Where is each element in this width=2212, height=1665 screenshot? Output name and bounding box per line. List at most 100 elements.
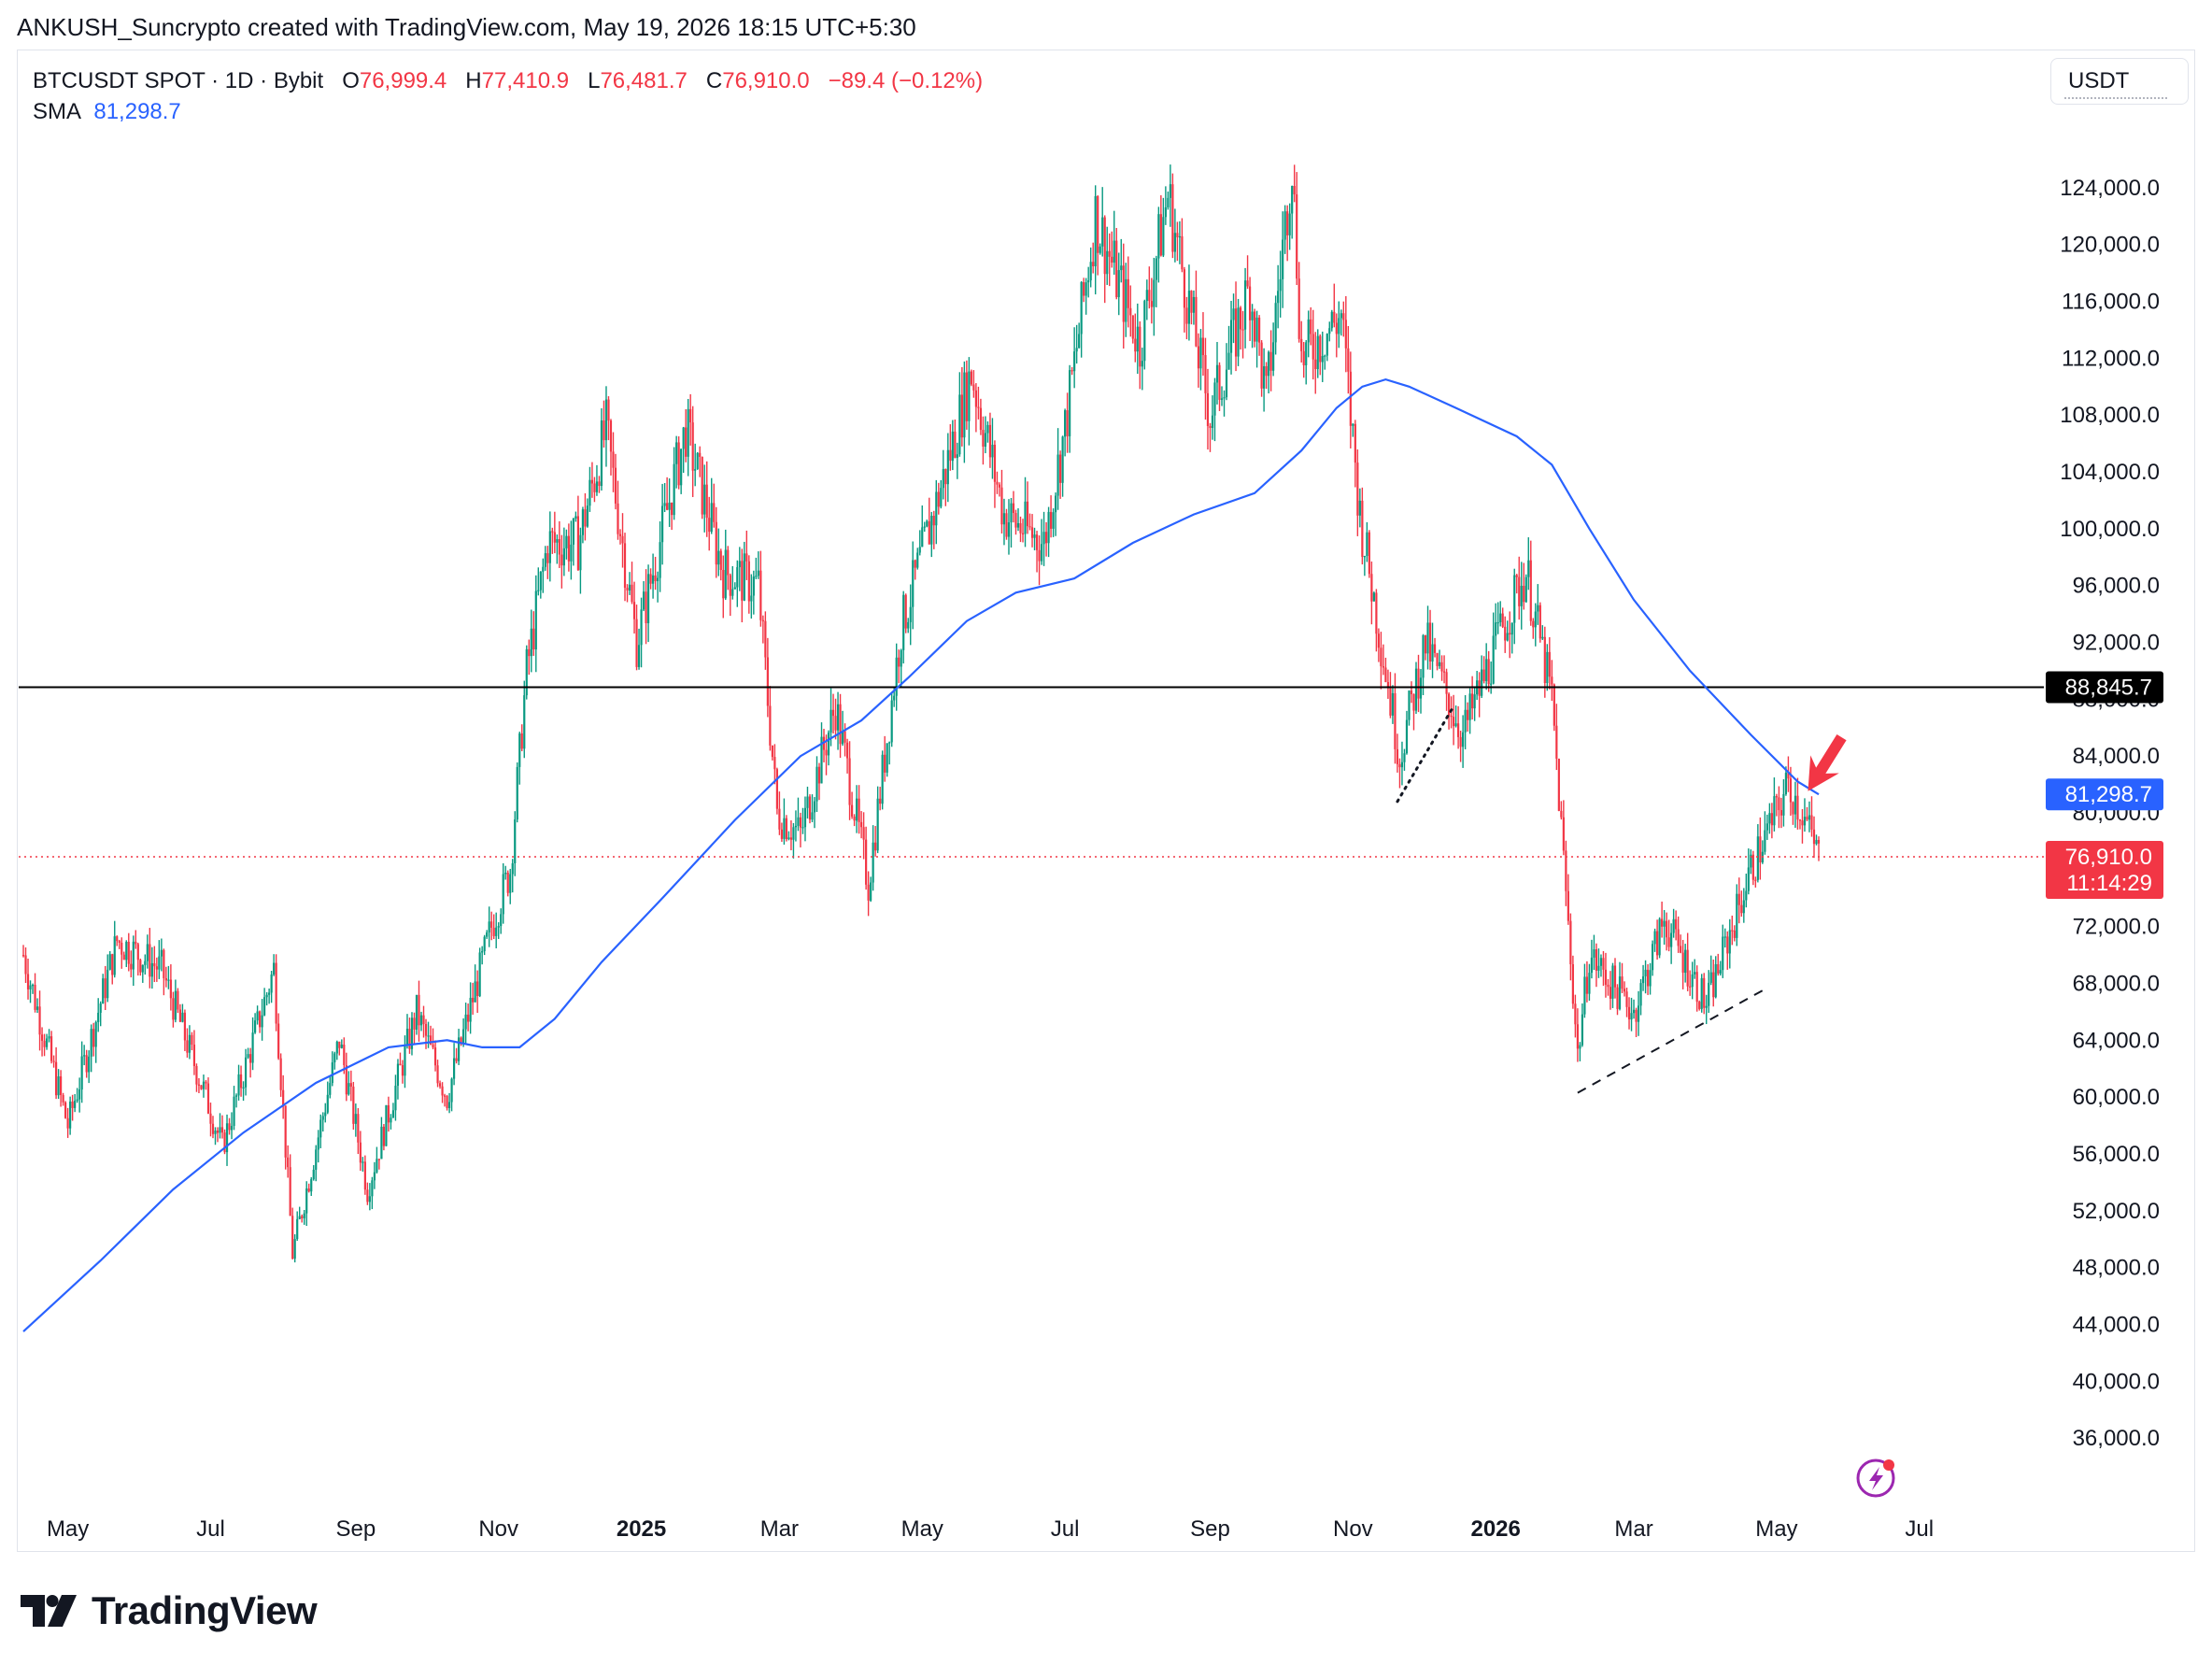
candle-body — [174, 990, 177, 1020]
candle-body — [1372, 592, 1375, 602]
candle-body — [205, 1081, 207, 1084]
candle-body — [338, 1041, 341, 1048]
candle-body — [1092, 262, 1095, 267]
candle-body — [708, 518, 711, 533]
candle-body — [195, 1065, 198, 1085]
candle-body — [1775, 796, 1778, 798]
candle-body — [830, 709, 832, 733]
candle-body — [1661, 918, 1664, 927]
candle-body — [31, 985, 35, 987]
candle-body — [54, 1061, 58, 1096]
candle-body — [1450, 715, 1453, 718]
candle-body — [673, 463, 675, 516]
candle-body — [1794, 795, 1797, 815]
candle-body — [1363, 556, 1366, 558]
candle-body — [1400, 761, 1404, 768]
x-tick-label: May — [47, 1516, 89, 1542]
candle-body — [1784, 773, 1788, 794]
candle-body — [687, 408, 689, 457]
candle-body — [279, 1058, 282, 1090]
candle-body — [1504, 626, 1507, 641]
candle-body — [1717, 964, 1720, 974]
candle-body — [1064, 410, 1067, 437]
arrow-shape — [1808, 733, 1847, 791]
candle-body — [745, 553, 748, 562]
candle-body — [1452, 717, 1455, 727]
candle-body — [1583, 976, 1586, 1015]
candle-body — [106, 969, 109, 999]
candle-body — [1691, 974, 1694, 988]
candle-body — [853, 816, 856, 821]
candle-body — [284, 1105, 287, 1158]
candle-body — [1574, 1003, 1577, 1025]
candle-body — [1319, 335, 1322, 363]
candle-body — [1220, 398, 1224, 400]
candle-body — [1567, 890, 1569, 921]
symbol-label: BTCUSDT SPOT · 1D · Bybit — [33, 68, 324, 93]
candle-body — [986, 424, 989, 434]
candle-body — [52, 1060, 55, 1062]
candle-body — [118, 941, 121, 943]
candle-body — [1288, 213, 1291, 235]
candle-body — [1019, 522, 1022, 534]
candle-body — [1506, 633, 1509, 641]
candle-body — [1227, 352, 1230, 370]
candle-body — [811, 812, 814, 820]
candle-body — [1028, 526, 1031, 528]
candle-body — [57, 1076, 60, 1096]
candle-body — [219, 1127, 221, 1133]
candle-body — [1394, 692, 1397, 749]
candle-body — [1030, 527, 1034, 538]
candle-body — [1759, 836, 1762, 863]
candle-body — [488, 921, 490, 932]
candle-body — [202, 1081, 206, 1089]
low-label: L — [588, 68, 601, 93]
candle-body — [242, 1087, 245, 1089]
candle-body — [1197, 346, 1200, 369]
candle-body — [155, 966, 158, 970]
candle-body — [326, 1094, 329, 1113]
candle-body — [518, 733, 521, 767]
candle-body — [1538, 605, 1541, 639]
candle-body — [460, 1037, 462, 1045]
candle-body — [1071, 370, 1073, 372]
candle-body — [268, 992, 271, 995]
candle-body — [1389, 688, 1392, 716]
candle-body — [1681, 952, 1684, 974]
candle-body — [834, 716, 837, 731]
candle-body — [1810, 815, 1813, 830]
candle-body — [844, 731, 846, 743]
candle-body — [376, 1159, 378, 1173]
candle-body — [514, 818, 517, 863]
currency-button[interactable]: USDT — [2050, 58, 2189, 105]
candle-body — [1148, 290, 1151, 302]
candle-body — [237, 1074, 240, 1096]
candle-body — [932, 516, 935, 526]
candle-body — [1751, 854, 1754, 880]
candle-body — [1621, 976, 1624, 989]
candle-body — [1108, 250, 1111, 257]
lightning-badge-icon — [1856, 1459, 1895, 1498]
candle-body — [1185, 307, 1188, 324]
candle-body — [642, 591, 645, 610]
candle-body — [1384, 667, 1387, 683]
candle-body — [150, 962, 153, 977]
candle-body — [1380, 648, 1382, 667]
candle-body — [1106, 250, 1109, 275]
candle-body — [1213, 382, 1216, 416]
candle-body — [1666, 920, 1668, 938]
candle-body — [502, 874, 504, 915]
candle-body — [841, 731, 844, 745]
candle-body — [1495, 622, 1497, 636]
candle-body — [113, 936, 116, 975]
candle-body — [234, 1095, 238, 1097]
candle-body — [1518, 576, 1521, 606]
lightning-bolt-icon — [1869, 1467, 1883, 1490]
candle-body — [556, 539, 559, 543]
x-tick-label: Mar — [1614, 1516, 1652, 1542]
candle-body — [303, 1213, 305, 1218]
candle-body — [1326, 334, 1328, 356]
candle-body — [534, 591, 537, 650]
candle-body — [551, 531, 554, 533]
